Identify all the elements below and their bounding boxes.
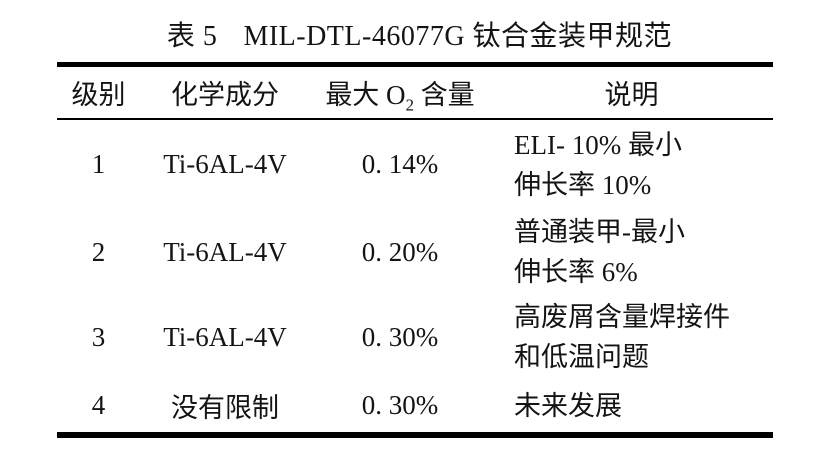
document-page: 表 5 MIL-DTL-46077G 钛合金装甲规范 级别 化学成分 最大 O2 … bbox=[0, 14, 839, 453]
table-row-grade-4: 4 没有限制 0. 30% 未来发展 bbox=[57, 380, 773, 435]
cell-description: 普通装甲-最小 伸长率 6% bbox=[490, 210, 773, 295]
cell-composition: Ti-6AL-4V bbox=[163, 321, 287, 352]
spec-table: 级别 化学成分 最大 O2 含量 说明 1 Ti-6AL-4V 0. 14% E… bbox=[57, 62, 773, 438]
cell-composition: 没有限制 bbox=[171, 393, 279, 423]
header-grade: 级别 bbox=[71, 79, 126, 110]
cell-max-o2: 0. 30% bbox=[361, 321, 439, 352]
description-line: 普通装甲-最小 bbox=[514, 217, 685, 247]
cell-grade: 2 bbox=[91, 236, 106, 267]
cell-grade: 4 bbox=[91, 390, 106, 420]
table-row-grade-2: 2 Ti-6AL-4V 0. 20% 普通装甲-最小 伸长率 6% bbox=[57, 210, 773, 295]
cell-description: ELI- 10% 最小 伸长率 10% bbox=[490, 119, 773, 210]
table-caption: 表 5 MIL-DTL-46077G 钛合金装甲规范 bbox=[0, 14, 839, 54]
header-max-o2: 最大 O2 含量 bbox=[310, 65, 490, 119]
description-line: 伸长率 10% bbox=[514, 169, 652, 200]
description-line: 伸长率 6% bbox=[514, 257, 638, 287]
description-line: ELI- 10% 最小 bbox=[514, 129, 682, 160]
cell-max-o2: 0. 20% bbox=[361, 236, 439, 267]
header-max-o2-prefix: 最大 O bbox=[325, 79, 406, 110]
header-composition: 化学成分 bbox=[171, 79, 279, 110]
header-description: 说明 bbox=[604, 79, 659, 110]
cell-grade: 3 bbox=[91, 321, 106, 352]
table-caption-text: MIL-DTL-46077G 钛合金装甲规范 bbox=[243, 21, 673, 52]
cell-description: 高废屑含量焊接件 和低温问题 bbox=[490, 295, 773, 380]
header-row: 级别 化学成分 最大 O2 含量 说明 bbox=[57, 65, 773, 119]
description-line: 高废屑含量焊接件 bbox=[514, 302, 730, 332]
cell-description: 未来发展 bbox=[490, 380, 773, 435]
cell-max-o2: 0. 14% bbox=[361, 149, 439, 179]
header-max-o2-subscript: 2 bbox=[405, 95, 414, 115]
cell-max-o2: 0. 30% bbox=[361, 390, 439, 420]
table-caption-label: 表 5 bbox=[166, 21, 218, 52]
cell-composition: Ti-6AL-4V bbox=[163, 236, 287, 267]
cell-grade: 1 bbox=[91, 149, 106, 179]
table-row-grade-3: 3 Ti-6AL-4V 0. 30% 高废屑含量焊接件 和低温问题 bbox=[57, 295, 773, 380]
table-row-grade-1: 1 Ti-6AL-4V 0. 14% ELI- 10% 最小 伸长率 10% bbox=[57, 119, 773, 210]
cell-composition: Ti-6AL-4V bbox=[163, 149, 287, 179]
header-max-o2-suffix: 含量 bbox=[413, 79, 475, 110]
description-line: 未来发展 bbox=[514, 390, 622, 421]
description-line: 和低温问题 bbox=[514, 342, 649, 372]
